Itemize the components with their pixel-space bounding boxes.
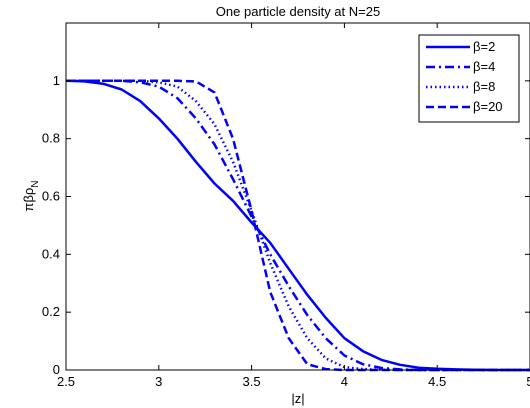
series-line-3: [66, 79, 530, 372]
legend: β=2 β=4 β=8 β=20: [418, 34, 520, 123]
y-tick-label: 0: [53, 362, 60, 377]
chart-title: One particle density at N=25: [216, 4, 380, 19]
legend-label-2: β=8: [473, 79, 495, 94]
y-axis-title-sub: N: [30, 180, 41, 187]
x-tick-label: 4.5: [428, 374, 446, 389]
x-axis-title: |z|: [291, 391, 304, 406]
x-tick-label: 2.5: [57, 374, 75, 389]
y-tick-label: 0.8: [42, 131, 60, 146]
x-tick-label: 3.5: [243, 374, 261, 389]
ticks-layer: 2.5 3 3.5 4 4.5 5 0 0.2 0.4 0.6 0.8 1: [42, 23, 530, 389]
y-axis-title: πβρN: [21, 180, 41, 211]
y-tick-label: 0.4: [42, 246, 60, 261]
legend-label-1: β=4: [473, 59, 495, 74]
x-tick-label: 4: [341, 374, 348, 389]
y-tick-label: 0.2: [42, 304, 60, 319]
y-tick-label: 1: [53, 73, 60, 88]
y-axis-title-main: πβρ: [21, 188, 36, 212]
x-tick-label: 3: [155, 374, 162, 389]
legend-label-3: β=20: [473, 99, 503, 114]
x-tick-label: 5: [526, 374, 530, 389]
legend-label-0: β=2: [473, 39, 495, 54]
y-tick-label: 0.6: [42, 189, 60, 204]
